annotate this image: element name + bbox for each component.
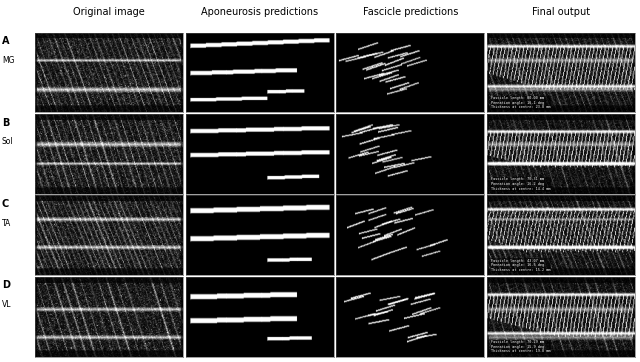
Text: MG: MG [2, 56, 15, 65]
Text: Aponeurosis predictions: Aponeurosis predictions [201, 7, 318, 17]
Text: Original image: Original image [74, 7, 145, 17]
Text: TA: TA [2, 219, 11, 228]
Text: Fascicle length: 70.31 mm
Pennation angle: 16.2 deg
Thickness at centre: 14.4 mm: Fascicle length: 70.31 mm Pennation angl… [492, 177, 551, 191]
Text: Sol: Sol [2, 138, 13, 146]
Text: Fascicle length: 43.07 mm
Pennation angle: 16.5 deg
Thickness at centre: 15.2 mm: Fascicle length: 43.07 mm Pennation angl… [492, 259, 551, 272]
Text: C: C [2, 199, 9, 209]
Text: A: A [2, 36, 10, 46]
Text: D: D [2, 280, 10, 290]
Text: VL: VL [2, 300, 12, 309]
Text: Fascicle length: 70.29 mm
Pennation angle: 15.9 deg
Thickness at centre: 19.8 mm: Fascicle length: 70.29 mm Pennation angl… [492, 340, 551, 353]
Text: Fascicle predictions: Fascicle predictions [363, 7, 458, 17]
Text: B: B [2, 118, 10, 127]
Text: Final output: Final output [532, 7, 590, 17]
Text: Fascicle length: 80.00 mm
Pennation angle: 16.1 deg
Thickness at centre: 23.8 mm: Fascicle length: 80.00 mm Pennation angl… [492, 96, 551, 109]
